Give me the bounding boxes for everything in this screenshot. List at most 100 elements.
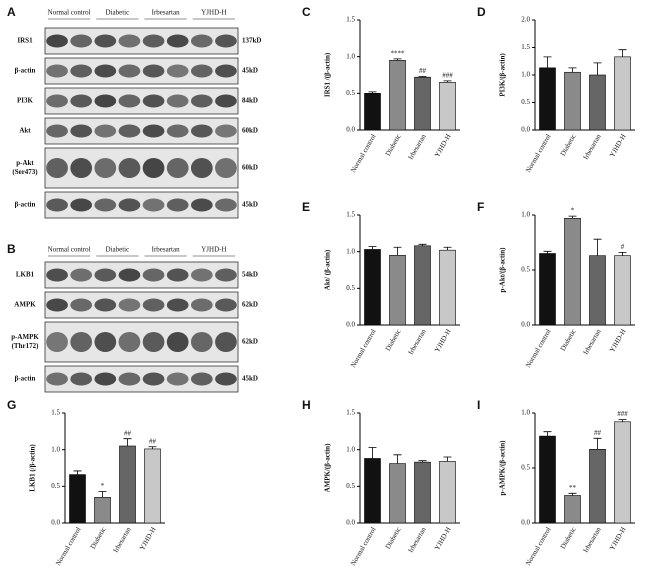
- x-tick-label: YJHD-H: [433, 328, 453, 354]
- bar: [589, 255, 606, 326]
- blot-band: [46, 158, 68, 178]
- x-tick-label: Irbesartan: [582, 525, 603, 554]
- y-axis-label: Akt/ (β-actin): [324, 249, 332, 290]
- y-tick-label: 1.0: [521, 409, 530, 417]
- row-size: 137kD: [242, 37, 261, 45]
- error-bar: [393, 246, 402, 256]
- x-tick-label: YJHD-H: [138, 526, 158, 552]
- x-tick-label: Diabetic: [559, 133, 578, 158]
- row-label: β-actin: [15, 375, 36, 383]
- panel-letter: E: [302, 200, 310, 214]
- blot-band: [94, 298, 117, 312]
- y-tick-label: 1.5: [51, 409, 60, 417]
- error-bar: [593, 437, 602, 450]
- y-tick-label: 1.0: [521, 71, 530, 79]
- x-tick-label: Normal control: [349, 328, 377, 369]
- bar: [439, 82, 456, 131]
- blot-band: [46, 34, 68, 48]
- y-axis-label: IRS1 /(β-actin): [324, 52, 332, 97]
- blot-band: [190, 34, 213, 48]
- error-bar: [568, 67, 577, 73]
- panel-letter: B: [7, 242, 16, 256]
- bar: [589, 448, 606, 524]
- blot-band: [46, 268, 68, 282]
- y-tick-label: 1.0: [521, 211, 530, 219]
- x-tick-label: Normal control: [524, 328, 552, 369]
- row-label: (Ser473): [12, 168, 38, 176]
- y-tick-label: 0.0: [51, 519, 60, 527]
- row-size: 62kD: [242, 301, 258, 309]
- x-tick-label: Normal control: [524, 526, 552, 567]
- row-size: 54kD: [242, 271, 258, 279]
- blot-band: [70, 34, 93, 48]
- bar: [614, 56, 631, 131]
- group-label: Diabetic: [106, 246, 130, 254]
- error-bar: [593, 62, 602, 75]
- row-size: 45kD: [242, 67, 258, 75]
- significance-label: **: [569, 484, 577, 492]
- significance-label: ##: [124, 429, 132, 437]
- blot-band: [190, 124, 213, 138]
- group-label: Irbesartan: [152, 9, 180, 17]
- bar: [539, 67, 556, 131]
- error-bar: [98, 491, 107, 498]
- row-label: (Thr172): [12, 342, 40, 350]
- group-label: Normal control: [48, 246, 91, 254]
- x-tick-label: YJHD-H: [433, 133, 453, 159]
- bar: [414, 245, 431, 326]
- row-size: 45kD: [242, 375, 258, 383]
- significance-label: ##: [149, 437, 157, 445]
- error-bar: [418, 460, 427, 463]
- x-tick-label: YJHD-H: [608, 526, 628, 552]
- y-tick-label: 1.5: [346, 409, 355, 417]
- blot-band: [215, 124, 237, 138]
- significance-label: *: [571, 207, 575, 215]
- error-bar: [368, 246, 377, 250]
- row-size: 62kD: [242, 338, 258, 346]
- row-size: 84kD: [242, 97, 258, 105]
- blot-band: [118, 158, 141, 178]
- blot-band: [46, 198, 68, 212]
- blot-band: [142, 298, 165, 312]
- blot-band: [215, 158, 237, 178]
- blot-band: [166, 198, 189, 212]
- error-bar: [123, 438, 132, 446]
- error-bar: [393, 454, 402, 464]
- x-tick-label: Diabetic: [559, 526, 578, 551]
- error-bar: [593, 238, 602, 256]
- error-bar: [73, 470, 82, 475]
- x-tick-label: Diabetic: [89, 526, 108, 551]
- blot-band: [190, 94, 213, 108]
- blot-band: [190, 198, 213, 212]
- x-tick-label: Irbesartan: [407, 525, 428, 554]
- x-tick-label: Irbesartan: [407, 132, 428, 161]
- blot-band: [46, 64, 68, 78]
- row-label: Akt: [19, 127, 31, 135]
- bar: [389, 255, 406, 326]
- blot-band: [215, 332, 237, 352]
- blot-band: [215, 372, 237, 386]
- blot-band: [166, 268, 189, 282]
- row-size: 60kD: [242, 164, 258, 172]
- y-axis-label: PI3K/(β-actin): [499, 53, 507, 97]
- blot-band: [166, 124, 189, 138]
- y-tick-label: 0.5: [346, 89, 355, 97]
- blot-band: [166, 34, 189, 48]
- y-tick-label: 0.5: [346, 482, 355, 490]
- bar: [614, 421, 631, 524]
- error-bar: [618, 252, 627, 256]
- x-tick-label: Diabetic: [384, 133, 403, 158]
- error-bar: [618, 419, 627, 422]
- blot-band: [215, 198, 237, 212]
- blot-band: [118, 198, 141, 212]
- bar: [589, 74, 606, 131]
- x-tick-label: Normal control: [349, 133, 377, 174]
- blot-band: [166, 64, 189, 78]
- row-label: IRS1: [17, 37, 33, 45]
- y-tick-label: 0.0: [521, 126, 530, 134]
- bar: [364, 249, 381, 326]
- x-tick-label: Irbesartan: [407, 327, 428, 356]
- bar: [389, 60, 406, 131]
- bar: [119, 445, 136, 524]
